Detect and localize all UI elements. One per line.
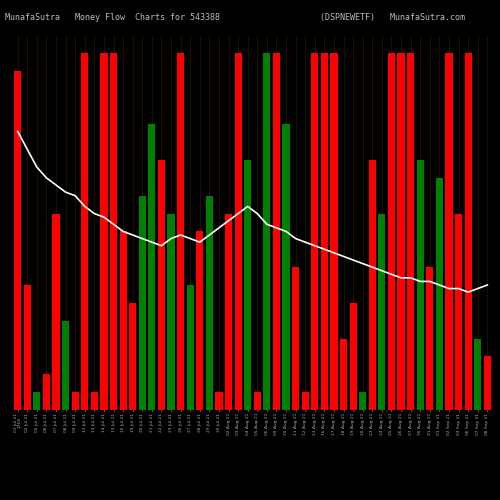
Bar <box>206 196 213 410</box>
Bar <box>43 374 50 410</box>
Bar <box>446 53 452 410</box>
Bar <box>91 392 98 410</box>
Bar <box>14 70 22 410</box>
Bar <box>168 214 174 410</box>
Bar <box>330 53 338 410</box>
Bar <box>359 392 366 410</box>
Bar <box>100 53 107 410</box>
Bar <box>321 53 328 410</box>
Bar <box>292 267 299 410</box>
Bar <box>311 53 318 410</box>
Bar <box>234 53 242 410</box>
Bar <box>302 392 309 410</box>
Bar <box>398 53 404 410</box>
Bar <box>177 53 184 410</box>
Bar <box>416 160 424 410</box>
Bar <box>72 392 79 410</box>
Bar <box>407 53 414 410</box>
Bar <box>350 303 356 410</box>
Bar <box>148 124 156 410</box>
Bar <box>24 285 31 410</box>
Bar <box>138 196 146 410</box>
Bar <box>368 160 376 410</box>
Bar <box>388 53 395 410</box>
Bar <box>62 320 69 410</box>
Bar <box>129 303 136 410</box>
Bar <box>225 214 232 410</box>
Bar <box>216 392 222 410</box>
Bar <box>158 160 165 410</box>
Bar <box>52 214 60 410</box>
Bar <box>33 392 40 410</box>
Bar <box>464 53 472 410</box>
Bar <box>254 392 261 410</box>
Bar <box>282 124 290 410</box>
Bar <box>273 53 280 410</box>
Bar <box>378 214 386 410</box>
Bar <box>196 232 203 410</box>
Bar <box>340 338 347 410</box>
Text: MunafaSutra   Money Flow  Charts for 543388                    (DSPNEWETF)   Mun: MunafaSutra Money Flow Charts for 543388… <box>5 12 465 22</box>
Bar <box>186 285 194 410</box>
Bar <box>264 53 270 410</box>
Bar <box>436 178 443 410</box>
Bar <box>426 267 434 410</box>
Bar <box>474 338 482 410</box>
Bar <box>81 53 88 410</box>
Bar <box>110 53 117 410</box>
Bar <box>484 356 491 410</box>
Bar <box>120 232 126 410</box>
Bar <box>244 160 252 410</box>
Bar <box>455 214 462 410</box>
